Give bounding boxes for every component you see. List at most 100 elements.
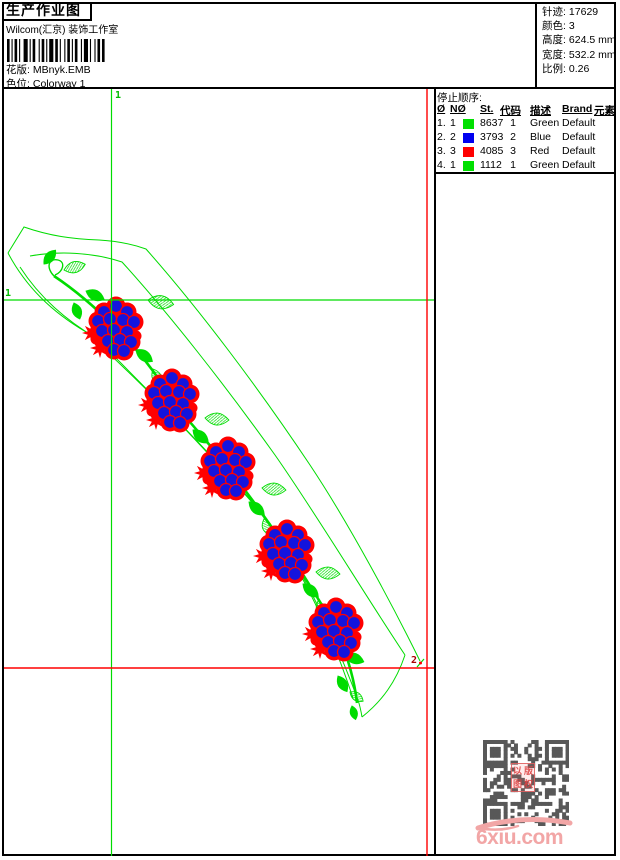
grape-berry [328, 599, 344, 615]
leaf-0 [43, 249, 57, 265]
vine-tendril [48, 259, 64, 277]
header-split-line [535, 2, 537, 88]
design-stat-2: 高度: 624.5 mm [542, 33, 616, 47]
thread-color-swatch [463, 146, 474, 157]
design-field-label: 色位: [6, 78, 30, 90]
stop-row-3: 3. 3 4085 3 Red Default [436, 145, 616, 159]
stop-cell-seq: 4. [437, 159, 446, 171]
leaf-20 [349, 705, 358, 721]
stop-col-3: 代码 [500, 105, 521, 117]
stop-col-1: NØ [450, 103, 466, 115]
stop-table-bottom-border [434, 172, 616, 174]
copyright-stamp: 以版图权 [511, 763, 535, 792]
watermark-text: 6xiu.com [476, 826, 564, 849]
grape-berry [172, 415, 188, 431]
leaf-11 [261, 482, 287, 496]
design-stat-0: 针迹: 17629 [542, 5, 616, 19]
thread-color-swatch [463, 132, 474, 143]
stop-cell-st: 3793 [480, 131, 504, 143]
stop-cell-st: 1112 [480, 159, 502, 171]
end-point-dot [419, 661, 422, 665]
stop-cell-seq: 1. [437, 117, 446, 129]
grape-berry [346, 615, 362, 631]
design-field-label: 花版: [6, 64, 30, 76]
design-stat-value: 532.2 mm [568, 48, 616, 61]
stop-col-0: Ø [437, 103, 446, 115]
leaf-3 [71, 302, 83, 320]
stop-col-5: Brand [562, 103, 593, 115]
grape-cluster-3 [194, 436, 256, 501]
page-title: 生产作业图 [6, 2, 81, 18]
leaf-19 [349, 691, 364, 702]
stop-cell-brand: Default [562, 145, 596, 157]
design-stat-3: 宽度: 532.2 mm [542, 48, 616, 62]
design-stat-label: 宽度: [542, 48, 566, 61]
qr-code [483, 740, 569, 826]
stop-table-rows: 1. 1 8637 1 Green Default 2. 2 3793 2 Blue Default 3… [436, 117, 616, 173]
watermark-logo: 6xiu.com [470, 814, 578, 856]
design-stat-label: 针迹: [542, 6, 566, 18]
thread-color-swatch [463, 160, 474, 171]
grape-berry [164, 370, 180, 386]
studio-name: Wilcom(汇京) 装饰工作室 [6, 25, 119, 36]
design-stat-label: 高度: [542, 34, 566, 47]
stop-cell-desc: Blue [530, 131, 552, 143]
grape-berry [238, 454, 254, 470]
leaf-14 [315, 566, 341, 580]
design-stat-value: 3 [568, 20, 575, 33]
stop-table-title: 停止顺序: [437, 92, 482, 104]
leaf-12 [248, 501, 265, 516]
grape-cluster-5 [302, 597, 364, 662]
stamp-char-1: 版 [523, 765, 533, 776]
sequence-marker-1: 1 [115, 90, 121, 101]
design-stat-4: 比例: 0.26 [542, 62, 616, 76]
stop-col-4: 描述 [530, 105, 551, 117]
watermark-swoosh-icon [475, 816, 573, 831]
stop-cell-desc: Green [530, 117, 560, 129]
design-stat-label: 颜色: [542, 20, 566, 33]
leaf-1 [63, 261, 86, 274]
design-stat-value: 0.26 [568, 62, 590, 75]
design-stat-value: 17629 [568, 6, 599, 18]
stop-cell-desc: Red [530, 145, 550, 157]
sequence-marker-2: 1 [5, 288, 11, 299]
grape-berry [126, 314, 142, 330]
design-field-value: MBnyk.EMB [32, 64, 91, 76]
design-box-right-border [434, 87, 436, 856]
stop-cell-needle: 3 [450, 145, 456, 157]
stop-row-1: 1. 1 8637 1 Green Default [436, 117, 616, 131]
design-stat-label: 比例: [542, 62, 566, 75]
leaf-5 [147, 295, 175, 310]
sequence-marker-3: 2 [411, 655, 417, 666]
header-fields: 花版: MBnyk.EMB 色位: Colorway 1 [6, 63, 91, 91]
header-stats: 针迹: 17629 颜色: 3 高度: 624.5 mm 宽度: 532.2 mm 比例: 0.2… [542, 5, 616, 76]
grape-berry [220, 438, 236, 454]
stop-cell-code: 2 [510, 131, 516, 143]
grape-berry [228, 483, 244, 499]
grape-berry [279, 521, 295, 537]
stop-table-header: Ø NØ St. 代码 描述 Brand 元素 [436, 103, 616, 117]
design-field-value: Colorway 1 [32, 78, 86, 90]
stop-cell-needle: 1 [450, 117, 456, 129]
leaf-18 [336, 675, 349, 693]
stamp-char-3: 权 [523, 779, 533, 790]
thread-color-swatch [463, 118, 474, 129]
leaf-6 [135, 349, 153, 363]
stop-cell-brand: Default [562, 131, 596, 143]
stop-cell-code: 3 [510, 145, 516, 157]
stop-cell-desc: Green [530, 159, 560, 171]
grape-berry [336, 644, 352, 660]
stop-cell-st: 8637 [480, 117, 504, 129]
stamp-char-2: 图 [512, 779, 522, 790]
grape-cluster-1 [82, 296, 144, 361]
design-stat-1: 颜色: 3 [542, 19, 616, 33]
stop-cell-seq: 3. [437, 145, 446, 157]
stop-cell-code: 1 [510, 117, 516, 129]
grape-berry [287, 566, 303, 582]
grape-berry [116, 343, 132, 359]
leaf-15 [302, 583, 319, 598]
grape-berry [182, 386, 198, 402]
stamp-char-0: 以 [512, 765, 522, 776]
